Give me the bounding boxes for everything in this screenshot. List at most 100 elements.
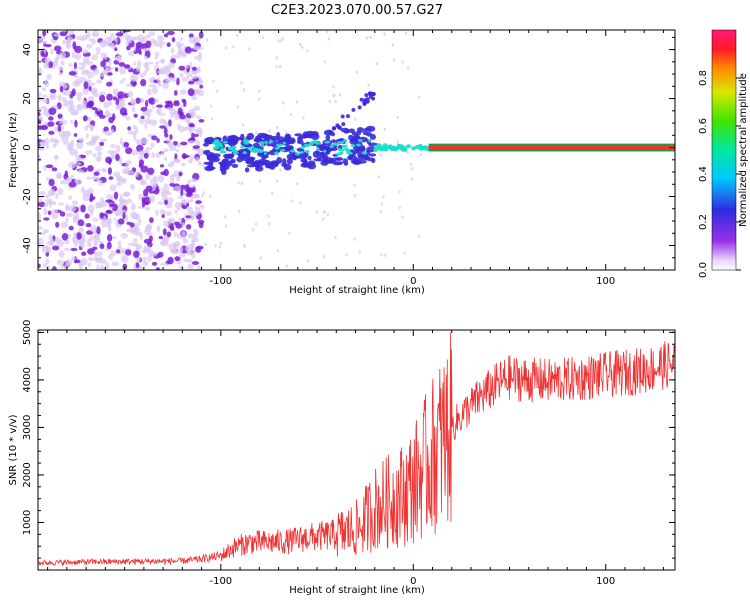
noise-speckle <box>78 226 84 234</box>
noise-speckle <box>206 38 209 42</box>
noise-speckle <box>258 89 261 93</box>
noise-speckle <box>145 40 152 49</box>
noise-speckle <box>48 116 54 121</box>
noise-speckle <box>121 112 128 116</box>
noise-speckle <box>194 157 200 161</box>
noise-speckle <box>166 42 171 48</box>
noise-speckle <box>125 116 131 121</box>
noise-speckle <box>419 153 423 157</box>
noise-speckle <box>197 54 202 62</box>
noise-speckle <box>86 43 93 49</box>
signal-core <box>275 146 280 150</box>
noise-speckle <box>105 199 113 203</box>
noise-speckle <box>44 57 51 64</box>
noise-speckle <box>95 145 103 152</box>
noise-speckle <box>192 145 200 150</box>
noise-speckle <box>76 232 82 240</box>
noise-speckle <box>325 30 329 34</box>
noise-speckle <box>186 180 191 184</box>
noise-speckle <box>188 80 195 85</box>
noise-speckle <box>163 183 169 187</box>
noise-speckle <box>61 97 67 102</box>
signal-blob <box>365 157 375 162</box>
noise-speckle <box>241 123 245 127</box>
noise-speckle <box>212 79 215 83</box>
noise-speckle <box>46 265 51 270</box>
noise-speckle <box>62 39 66 45</box>
noise-speckle <box>83 115 88 122</box>
noise-speckle <box>114 47 118 52</box>
noise-speckle <box>191 252 196 259</box>
noise-speckle <box>410 177 414 181</box>
signal-core <box>276 143 283 147</box>
noise-speckle <box>38 107 43 111</box>
noise-speckle <box>195 127 203 135</box>
noise-speckle <box>100 60 107 68</box>
noise-speckle <box>126 198 133 204</box>
spectrogram-x-tick-label: -100 <box>209 276 232 287</box>
noise-speckle <box>117 91 125 99</box>
noise-speckle <box>377 175 381 179</box>
noise-speckle <box>138 218 142 226</box>
colorbar-tick-label: 0.8 <box>698 70 709 86</box>
noise-speckle <box>284 131 288 135</box>
noise-speckle <box>306 49 309 53</box>
noise-speckle <box>137 60 142 67</box>
noise-speckle <box>70 120 74 124</box>
noise-speckle <box>119 159 123 165</box>
snr-y-tick-label: 1000 <box>22 510 33 535</box>
noise-speckle <box>117 218 125 225</box>
signal-blob <box>228 136 238 142</box>
signal-blob <box>356 127 364 133</box>
noise-speckle <box>45 164 54 169</box>
noise-speckle <box>171 37 176 43</box>
noise-speckle <box>136 144 144 153</box>
noise-speckle <box>83 81 89 90</box>
noise-speckle <box>302 116 305 120</box>
noise-speckle <box>106 217 113 224</box>
signal-tail <box>359 97 364 102</box>
noise-speckle <box>93 240 98 247</box>
noise-speckle <box>188 123 195 128</box>
spectrogram-y-tick-label: -40 <box>22 237 33 253</box>
noise-speckle <box>135 262 140 269</box>
noise-speckle <box>181 230 187 238</box>
noise-speckle <box>252 228 255 232</box>
noise-speckle <box>87 165 94 172</box>
noise-speckle <box>168 144 177 152</box>
noise-speckle <box>175 40 181 48</box>
signal-core <box>264 140 268 144</box>
noise-speckle <box>173 231 178 238</box>
noise-speckle <box>187 88 195 96</box>
noise-speckle <box>190 211 199 217</box>
noise-speckle <box>103 101 109 109</box>
noise-speckle <box>240 181 244 186</box>
noise-speckle <box>148 235 153 243</box>
noise-speckle <box>132 238 138 243</box>
noise-speckle <box>68 225 74 231</box>
noise-speckle <box>254 131 258 135</box>
noise-speckle <box>174 185 181 192</box>
signal-core <box>367 138 372 142</box>
noise-speckle <box>81 251 87 256</box>
noise-speckle <box>327 37 331 41</box>
noise-speckle <box>345 142 349 146</box>
signal-blob <box>366 146 376 153</box>
noise-speckle <box>43 194 51 198</box>
noise-speckle <box>147 113 151 118</box>
noise-speckle <box>334 100 337 104</box>
noise-speckle <box>418 234 421 238</box>
noise-speckle <box>88 100 95 107</box>
noise-speckle <box>87 72 94 79</box>
noise-speckle <box>103 126 109 132</box>
noise-speckle <box>110 155 115 160</box>
noise-speckle <box>42 30 47 37</box>
noise-speckle <box>87 262 92 268</box>
noise-speckle <box>42 40 48 45</box>
noise-speckle <box>133 113 138 118</box>
noise-speckle <box>174 256 181 262</box>
noise-speckle <box>127 170 135 175</box>
noise-speckle <box>268 129 271 133</box>
noise-speckle <box>73 212 80 221</box>
noise-speckle <box>155 152 161 158</box>
